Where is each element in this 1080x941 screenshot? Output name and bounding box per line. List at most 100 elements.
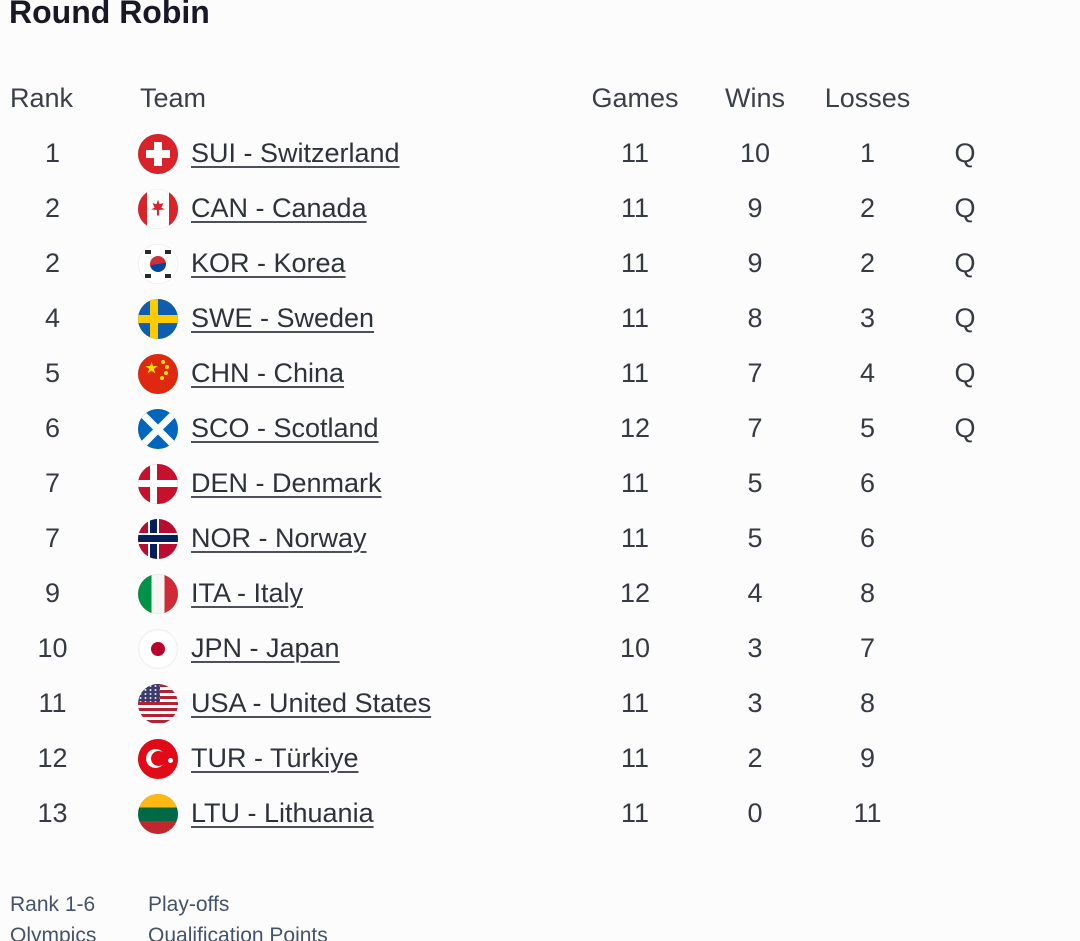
losses-value: 9	[859, 743, 876, 773]
losses-value: 1	[859, 138, 876, 168]
games-value: 11	[620, 743, 650, 773]
table-row: 9 ITA - Italy 12 4 8	[0, 566, 1080, 621]
games-value: 11	[620, 468, 650, 498]
table-row: 7 DEN - Denmark 11 5 6	[0, 456, 1080, 511]
canada-flag-icon	[138, 188, 178, 229]
games-value: 10	[619, 633, 651, 663]
sweden-flag-icon	[138, 298, 178, 339]
rank-value: 7	[44, 468, 61, 498]
qualified-badge: Q	[954, 193, 976, 223]
qualified-badge: Q	[954, 303, 976, 333]
rank-value: 1	[44, 138, 61, 168]
legend-description: Play-offs	[148, 893, 230, 916]
page-title: Round Robin	[9, 0, 210, 30]
rank-value: 2	[44, 248, 61, 278]
team-link[interactable]: KOR - Korea	[191, 248, 346, 278]
games-value: 11	[620, 358, 650, 388]
rank-value: 7	[44, 523, 61, 553]
wins-value: 3	[747, 633, 763, 663]
games-value: 11	[620, 688, 650, 718]
losses-value: 4	[859, 358, 876, 388]
italy-flag-icon	[138, 573, 178, 614]
table-header-row: Rank Team Games Wins Losses	[0, 71, 1080, 126]
wins-value: 9	[747, 193, 763, 223]
table-row: 12 TUR - Türkiye 11 2 9	[0, 731, 1080, 786]
norway-flag-icon	[138, 518, 178, 559]
team-cell: SWE - Sweden	[105, 298, 560, 339]
table-row: 11 USA - United States 11 3 8	[0, 676, 1080, 731]
team-link[interactable]: SWE - Sweden	[191, 303, 375, 333]
games-value: 12	[619, 413, 651, 443]
losses-value: 3	[859, 303, 876, 333]
wins-value: 5	[747, 523, 763, 553]
games-value: 11	[620, 798, 650, 828]
team-link[interactable]: USA - United States	[191, 688, 432, 718]
losses-value: 6	[859, 523, 876, 553]
team-link[interactable]: SCO - Scotland	[191, 413, 379, 443]
lithuania-flag-icon	[138, 793, 178, 834]
team-link[interactable]: CHN - China	[191, 358, 345, 388]
rank-value: 5	[44, 358, 61, 388]
losses-value: 11	[853, 798, 882, 828]
rank-value: 11	[38, 688, 67, 718]
losses-value: 2	[859, 248, 876, 278]
team-link[interactable]: TUR - Türkiye	[191, 743, 359, 773]
column-header-team: Team	[140, 83, 207, 113]
rank-value: 2	[44, 193, 61, 223]
wins-value: 7	[747, 358, 763, 388]
wins-value: 2	[747, 743, 763, 773]
losses-value: 7	[859, 633, 876, 663]
column-header-rank: Rank	[10, 83, 74, 113]
team-link[interactable]: NOR - Norway	[191, 523, 367, 553]
column-header-wins: Wins	[725, 83, 785, 113]
table-row: 2 CAN - Canada 11 9 2 Q	[0, 181, 1080, 236]
team-cell: CHN - China	[105, 353, 560, 394]
japan-flag-icon	[138, 628, 178, 669]
korea-flag-icon	[138, 243, 178, 284]
qualified-badge: Q	[954, 138, 976, 168]
wins-value: 3	[747, 688, 763, 718]
rank-value: 4	[44, 303, 61, 333]
losses-value: 8	[859, 688, 876, 718]
games-value: 12	[619, 578, 651, 608]
table-row: 4 SWE - Sweden 11 8 3 Q	[0, 291, 1080, 346]
table-row: 7 NOR - Norway 11 5 6	[0, 511, 1080, 566]
table-row: 1 SUI - Switzerland 11 10 1 Q	[0, 126, 1080, 181]
losses-value: 2	[859, 193, 876, 223]
standings-table: Rank Team Games Wins Losses 1 SUI - Swit…	[0, 71, 1080, 841]
team-link[interactable]: DEN - Denmark	[191, 468, 382, 498]
qualified-badge: Q	[954, 358, 976, 388]
losses-value: 8	[859, 578, 876, 608]
rank-value: 9	[44, 578, 61, 608]
team-link[interactable]: ITA - Italy	[191, 578, 304, 608]
wins-value: 8	[747, 303, 763, 333]
losses-value: 6	[859, 468, 876, 498]
legend: Rank 1-6 Play-offs Olympics Qualificatio…	[0, 889, 1080, 941]
column-header-games: Games	[591, 83, 679, 113]
table-row: 13 LTU - Lithuania 11 0 11	[0, 786, 1080, 841]
table-row: 2 KOR - Korea 11 9 2 Q	[0, 236, 1080, 291]
team-link[interactable]: JPN - Japan	[191, 633, 340, 663]
wins-value: 7	[747, 413, 763, 443]
wins-value: 0	[747, 798, 763, 828]
team-link[interactable]: SUI - Switzerland	[191, 138, 400, 168]
scotland-flag-icon	[138, 408, 178, 449]
table-row: 5 CHN - China 11 7 4 Q	[0, 346, 1080, 401]
team-cell: NOR - Norway	[105, 518, 560, 559]
games-value: 11	[620, 193, 650, 223]
games-value: 11	[620, 303, 650, 333]
games-value: 11	[620, 138, 650, 168]
rank-value: 6	[44, 413, 61, 443]
switzerland-flag-icon	[138, 133, 178, 174]
team-link[interactable]: CAN - Canada	[191, 193, 367, 223]
china-flag-icon	[138, 353, 178, 394]
team-cell: ITA - Italy	[105, 573, 560, 614]
legend-row: Rank 1-6 Play-offs	[10, 889, 1080, 920]
team-cell: LTU - Lithuania	[105, 793, 560, 834]
team-cell: CAN - Canada	[105, 188, 560, 229]
team-cell: TUR - Türkiye	[105, 738, 560, 779]
team-link[interactable]: LTU - Lithuania	[191, 798, 374, 828]
team-cell: KOR - Korea	[105, 243, 560, 284]
rank-value: 12	[37, 743, 68, 773]
